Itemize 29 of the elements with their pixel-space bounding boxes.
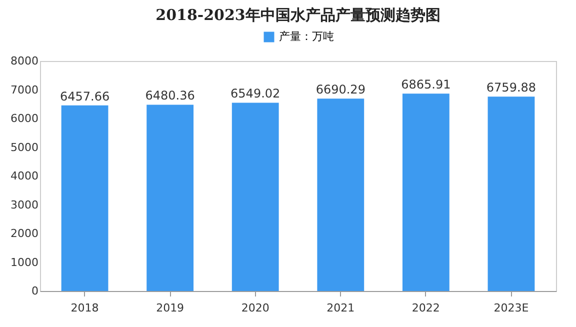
y-tick-label: 6000: [10, 112, 38, 125]
y-tick-label: 5000: [10, 140, 38, 154]
y-tick-label: 0: [32, 284, 38, 298]
y-tick-label: 3000: [10, 198, 38, 212]
chart-title: 2018-2023年中国水产品产量预测趋势图: [156, 6, 440, 24]
x-tick-label: 2021: [326, 302, 355, 314]
data-label: 6865.91: [401, 78, 451, 92]
y-tick-label: 8000: [10, 54, 38, 68]
bar: [317, 98, 364, 291]
data-label: 6549.02: [230, 86, 280, 101]
y-tick-label: 4000: [10, 170, 38, 182]
bar: [232, 102, 279, 291]
y-tick-label: 7000: [10, 83, 38, 96]
bar: [61, 105, 108, 291]
x-tick-label: 2019: [156, 302, 184, 314]
data-label: 6690.29: [316, 82, 366, 97]
bar: [488, 96, 535, 291]
bar: [402, 94, 450, 291]
bar: [146, 104, 194, 291]
data-label: 6759.88: [486, 80, 536, 95]
x-tick-label: 2022: [412, 302, 440, 314]
y-tick-label: 2000: [10, 227, 38, 240]
y-tick-label: 1000: [10, 256, 38, 269]
legend-label: 产量：万吨: [279, 30, 334, 43]
data-label: 6457.66: [60, 89, 110, 104]
x-tick-label: 2020: [241, 302, 270, 314]
data-label: 6480.36: [145, 88, 195, 103]
x-tick-label: 2018: [70, 302, 99, 314]
x-tick-label: 2023E: [494, 302, 529, 314]
